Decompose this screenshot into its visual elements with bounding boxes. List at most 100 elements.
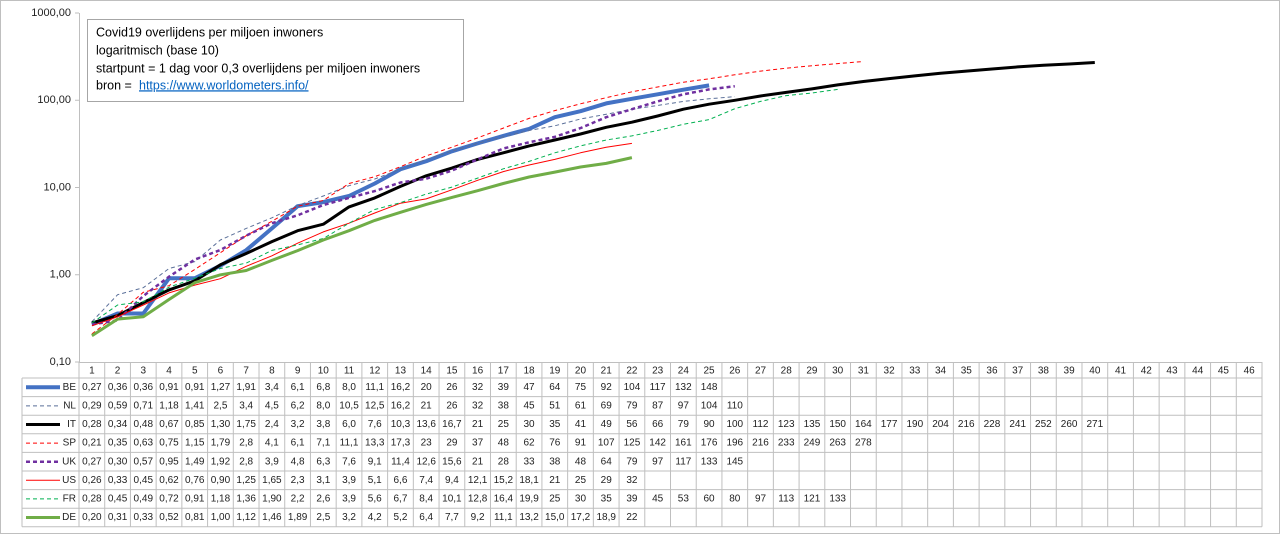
table-value: 11,4 xyxy=(391,456,410,467)
table-value: 1,18 xyxy=(159,401,179,412)
table-value: 123 xyxy=(778,419,795,430)
table-value: 164 xyxy=(855,419,872,430)
x-tick-label: 6 xyxy=(218,366,224,377)
table-value: 125 xyxy=(624,438,641,449)
table-value: 216 xyxy=(958,419,975,430)
table-value: 60 xyxy=(704,494,716,505)
table-value: 1,15 xyxy=(185,438,205,449)
x-tick-label: 44 xyxy=(1192,366,1204,377)
table-value: 18,9 xyxy=(596,512,616,523)
x-tick-label: 18 xyxy=(523,366,535,377)
x-tick-label: 5 xyxy=(192,366,198,377)
x-tick-label: 38 xyxy=(1038,366,1050,377)
source-label: bron = xyxy=(96,78,132,92)
table-value: 33 xyxy=(523,456,535,467)
table-value: 0,45 xyxy=(108,494,128,505)
table-value: 5,2 xyxy=(394,512,408,523)
x-tick-label: 11 xyxy=(344,366,355,377)
x-tick-label: 19 xyxy=(549,366,561,377)
x-tick-label: 28 xyxy=(781,366,793,377)
table-value: 0,31 xyxy=(108,512,128,523)
x-tick-label: 43 xyxy=(1166,366,1178,377)
x-tick-label: 25 xyxy=(704,366,716,377)
table-value: 12,6 xyxy=(416,456,436,467)
table-value: 48 xyxy=(498,438,510,449)
source-link[interactable]: https://www.worldometers.info/ xyxy=(139,78,309,92)
table-value: 5,1 xyxy=(368,475,382,486)
table-value: 3,9 xyxy=(342,475,356,486)
table-value: 233 xyxy=(778,438,795,449)
table-value: 6,1 xyxy=(291,382,305,393)
legend-label: SP xyxy=(63,438,77,449)
table-value: 32 xyxy=(626,475,638,486)
table-value: 1,41 xyxy=(185,401,205,412)
x-tick-label: 9 xyxy=(295,366,301,377)
table-value: 61 xyxy=(575,401,587,412)
table-value: 47 xyxy=(523,382,535,393)
y-tick-label: 0,10 xyxy=(50,356,71,368)
table-value: 16,4 xyxy=(494,494,514,505)
table-value: 1,18 xyxy=(211,494,231,505)
x-tick-label: 24 xyxy=(678,366,690,377)
table-value: 16,2 xyxy=(391,382,411,393)
x-tick-label: 20 xyxy=(575,366,587,377)
table-value: 29 xyxy=(446,438,458,449)
table-value: 0,75 xyxy=(159,438,179,449)
x-tick-label: 29 xyxy=(806,366,818,377)
table-value: 1,90 xyxy=(262,494,282,505)
table-value: 76 xyxy=(549,438,561,449)
legend-label: FR xyxy=(63,494,76,505)
table-value: 19,9 xyxy=(519,494,539,505)
table-value: 6,2 xyxy=(291,401,305,412)
table-value: 0,27 xyxy=(82,456,102,467)
x-tick-label: 15 xyxy=(446,366,458,377)
table-value: 6,4 xyxy=(419,512,433,523)
x-tick-label: 39 xyxy=(1064,366,1076,377)
legend-label: UK xyxy=(62,456,76,467)
x-tick-label: 26 xyxy=(729,366,741,377)
x-tick-label: 3 xyxy=(141,366,147,377)
table-value: 100 xyxy=(726,419,743,430)
series-line xyxy=(91,61,864,335)
table-value: 13,2 xyxy=(519,512,539,523)
table-value: 176 xyxy=(701,438,718,449)
series-line xyxy=(91,84,735,326)
x-tick-label: 30 xyxy=(832,366,844,377)
table-value: 0,49 xyxy=(134,494,154,505)
table-value: 0,26 xyxy=(82,475,102,486)
table-value: 7,6 xyxy=(342,456,356,467)
x-tick-label: 8 xyxy=(269,366,275,377)
table-value: 29 xyxy=(601,475,613,486)
table-value: 79 xyxy=(626,401,638,412)
table-value: 16,7 xyxy=(442,419,462,430)
table-value: 2,4 xyxy=(265,419,279,430)
table-value: 0,81 xyxy=(185,512,205,523)
x-tick-label: 14 xyxy=(421,366,433,377)
table-value: 53 xyxy=(678,494,690,505)
table-value: 25 xyxy=(549,494,561,505)
table-value: 161 xyxy=(675,438,692,449)
table-value: 38 xyxy=(549,456,561,467)
table-value: 3,4 xyxy=(265,382,279,393)
table-value: 7,4 xyxy=(419,475,433,486)
table-value: 0,21 xyxy=(82,438,102,449)
table-value: 177 xyxy=(881,419,898,430)
table-value: 48 xyxy=(575,456,587,467)
x-tick-label: 34 xyxy=(935,366,947,377)
table-value: 97 xyxy=(678,401,690,412)
y-tick-label: 10,00 xyxy=(43,181,71,193)
table-value: 12,5 xyxy=(365,401,385,412)
y-tick-label: 1,00 xyxy=(50,269,71,281)
table-value: 25 xyxy=(498,419,510,430)
table-value: 196 xyxy=(726,438,743,449)
legend-label: IT xyxy=(67,419,76,430)
table-value: 92 xyxy=(601,382,613,393)
table-value: 21 xyxy=(472,419,484,430)
table-value: 26 xyxy=(446,401,458,412)
table-value: 1,46 xyxy=(262,512,282,523)
series-line xyxy=(91,142,632,327)
table-value: 45 xyxy=(523,401,535,412)
table-value: 35 xyxy=(601,494,613,505)
table-value: 11,1 xyxy=(340,438,359,449)
